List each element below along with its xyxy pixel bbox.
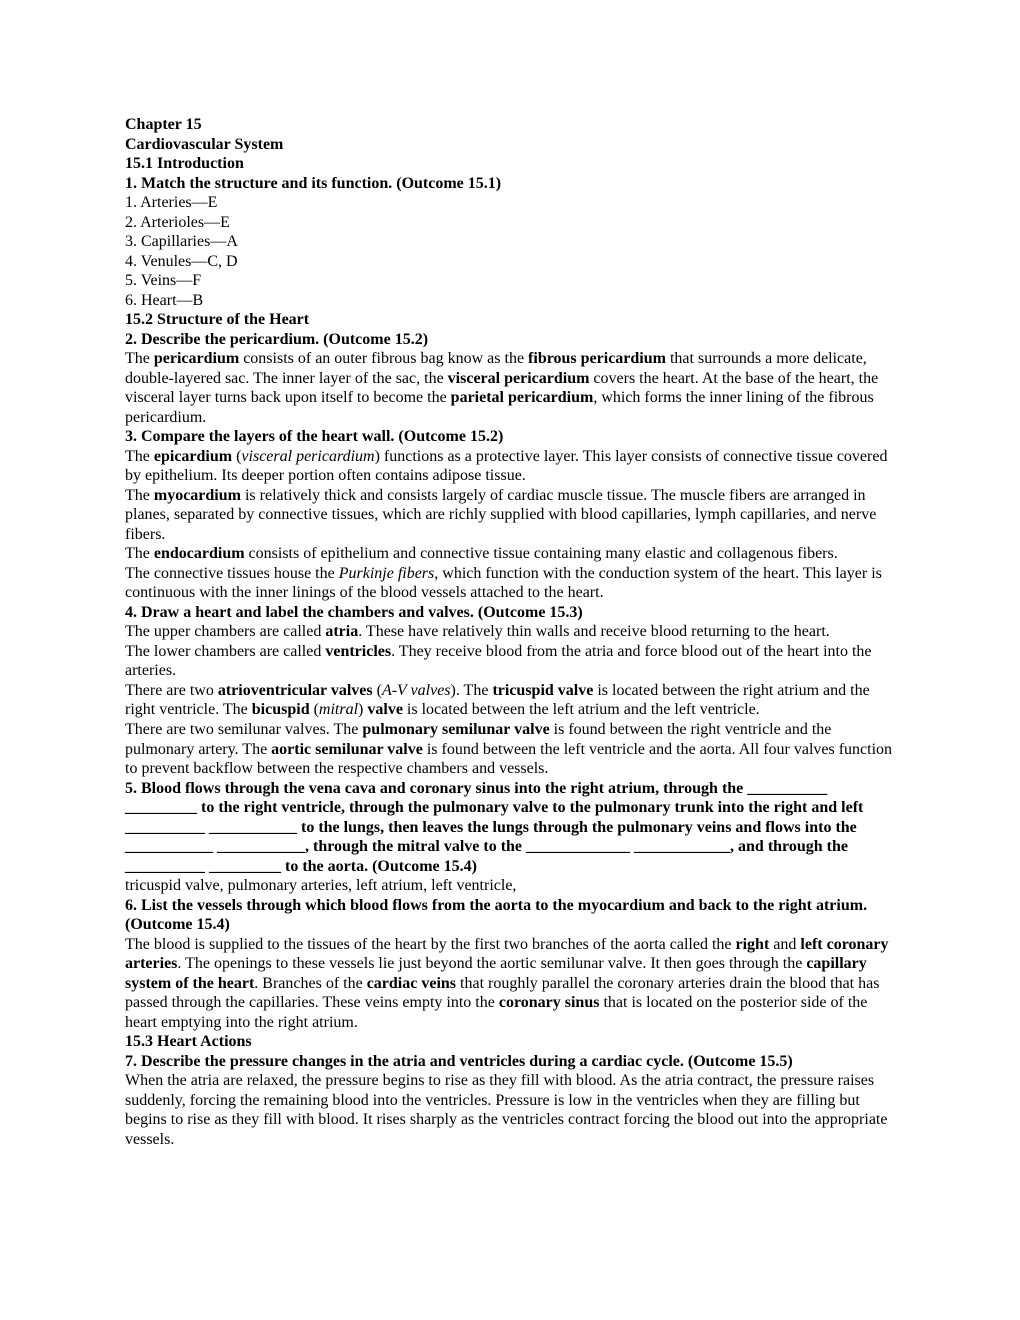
- answer-1-6: 6. Heart—B: [125, 291, 895, 311]
- term-tricuspid-valve: tricuspid valve: [492, 682, 593, 699]
- term-parietal-pericardium: parietal pericardium: [451, 389, 594, 406]
- term-myocardium: myocardium: [154, 487, 241, 504]
- text: consists of an outer fibrous bag know as…: [239, 350, 528, 367]
- text: (: [373, 682, 382, 699]
- answer-1-4: 4. Venules—C, D: [125, 252, 895, 272]
- chapter-title: Chapter 15: [125, 115, 895, 135]
- paragraph-3c: The endocardium consists of epithelium a…: [125, 544, 895, 564]
- text: The blood is supplied to the tissues of …: [125, 936, 736, 953]
- term-right: right: [736, 936, 770, 953]
- text: is located between the left atrium and t…: [403, 701, 760, 718]
- answer-1-5: 5. Veins—F: [125, 271, 895, 291]
- text: and: [769, 936, 800, 953]
- term-visceral-pericardium: visceral pericardium: [448, 370, 590, 387]
- answer-1-3: 3. Capillaries—A: [125, 232, 895, 252]
- answer-5: tricuspid valve, pulmonary arteries, lef…: [125, 876, 895, 896]
- question-1: 1. Match the structure and its function.…: [125, 174, 895, 194]
- term-av-valves: atrioventricular valves: [218, 682, 373, 699]
- term-pulmonary-semilunar-valve: pulmonary semilunar valve: [362, 721, 549, 738]
- term-endocardium: endocardium: [154, 545, 245, 562]
- term-ventricles: ventricles: [325, 643, 391, 660]
- term-atria: atria: [325, 623, 358, 640]
- text: . Branches of the: [254, 975, 366, 992]
- text: . These have relatively thin walls and r…: [358, 623, 830, 640]
- term-mitral: mitral: [319, 701, 358, 718]
- paragraph-4d: There are two semilunar valves. The pulm…: [125, 720, 895, 779]
- question-6: 6. List the vessels through which blood …: [125, 896, 895, 935]
- text: (: [310, 701, 319, 718]
- section-1-head: 15.1 Introduction: [125, 154, 895, 174]
- text: The connective tissues house the: [125, 565, 339, 582]
- text: The lower chambers are called: [125, 643, 325, 660]
- text: ). The: [451, 682, 493, 699]
- paragraph-7: When the atria are relaxed, the pressure…: [125, 1071, 895, 1149]
- paragraph-4b: The lower chambers are called ventricles…: [125, 642, 895, 681]
- term-coronary-sinus: coronary sinus: [499, 994, 600, 1011]
- chapter-subtitle: Cardiovascular System: [125, 135, 895, 155]
- text: The: [125, 487, 154, 504]
- paragraph-4a: The upper chambers are called atria. The…: [125, 622, 895, 642]
- answer-1-2: 2. Arterioles—E: [125, 213, 895, 233]
- paragraph-3a: The epicardium (visceral pericardium) fu…: [125, 447, 895, 486]
- term-pericardium: pericardium: [154, 350, 239, 367]
- paragraph-4c: There are two atrioventricular valves (A…: [125, 681, 895, 720]
- question-3: 3. Compare the layers of the heart wall.…: [125, 427, 895, 447]
- text: The upper chambers are called: [125, 623, 325, 640]
- term-aortic-semilunar-valve: aortic semilunar valve: [271, 741, 423, 758]
- question-7: 7. Describe the pressure changes in the …: [125, 1052, 895, 1072]
- paragraph-3b: The myocardium is relatively thick and c…: [125, 486, 895, 545]
- question-4: 4. Draw a heart and label the chambers a…: [125, 603, 895, 623]
- paragraph-3d: The connective tissues house the Purkinj…: [125, 564, 895, 603]
- term-valve: valve: [367, 701, 403, 718]
- document-page: Chapter 15 Cardiovascular System 15.1 In…: [0, 0, 1020, 1209]
- question-2: 2. Describe the pericardium. (Outcome 15…: [125, 330, 895, 350]
- question-5: 5. Blood flows through the vena cava and…: [125, 779, 895, 877]
- term-bicuspid: bicuspid: [252, 701, 310, 718]
- term-epicardium: epicardium: [154, 448, 232, 465]
- paragraph-2: The pericardium consists of an outer fib…: [125, 349, 895, 427]
- term-purkinje-fibers: Purkinje fibers: [339, 565, 435, 582]
- text: The: [125, 545, 154, 562]
- text: The: [125, 448, 154, 465]
- term-fibrous-pericardium: fibrous pericardium: [528, 350, 666, 367]
- text: ): [358, 701, 367, 718]
- section-3-head: 15.3 Heart Actions: [125, 1032, 895, 1052]
- answer-1-1: 1. Arteries—E: [125, 193, 895, 213]
- text: There are two: [125, 682, 218, 699]
- text: consists of epithelium and connective ti…: [245, 545, 838, 562]
- section-2-head: 15.2 Structure of the Heart: [125, 310, 895, 330]
- term-visceral-pericardium-italic: visceral pericardium: [241, 448, 374, 465]
- term-av-valves-italic: A-V valves: [382, 682, 451, 699]
- text: The: [125, 350, 154, 367]
- term-cardiac-veins: cardiac veins: [367, 975, 456, 992]
- text: There are two semilunar valves. The: [125, 721, 362, 738]
- paragraph-6: The blood is supplied to the tissues of …: [125, 935, 895, 1033]
- text: . The openings to these vessels lie just…: [177, 955, 806, 972]
